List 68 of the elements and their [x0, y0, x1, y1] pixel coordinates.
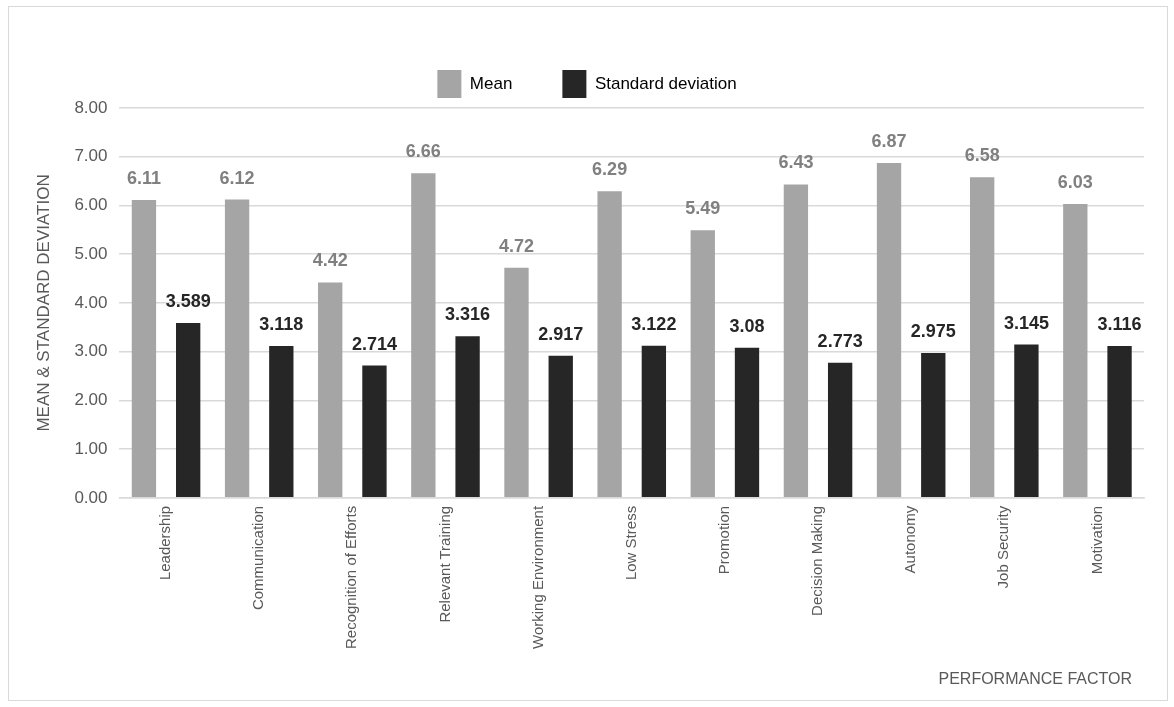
y-tick-label: 7.00 [74, 146, 108, 166]
x-tick-label: Decision Making [808, 505, 826, 616]
y-tick-label: 4.00 [74, 292, 108, 312]
bar [597, 191, 622, 498]
x-tick-label: Motivation [1087, 505, 1105, 575]
data-label: 2.714 [351, 333, 397, 354]
bar [224, 199, 250, 498]
data-label: 3.116 [1097, 313, 1142, 334]
y-tick-label: 5.00 [74, 243, 108, 263]
bar [411, 173, 436, 498]
y-tick-label: 0.00 [74, 487, 108, 507]
bar [455, 336, 480, 498]
data-label: 3.08 [729, 315, 765, 336]
x-axis-title: PERFORMANCE FACTOR [938, 670, 1132, 688]
x-tick-label: Leadership [156, 505, 174, 581]
y-tick-label: 3.00 [74, 341, 108, 361]
x-tick-label: Relevant Training [435, 505, 453, 623]
data-label: 3.118 [259, 313, 304, 334]
bar [734, 347, 760, 498]
x-tick-label: Communication [249, 505, 267, 611]
legend-label: Standard deviation [594, 73, 737, 93]
bar [131, 200, 157, 498]
bar [1063, 204, 1088, 498]
data-label: 3.589 [165, 290, 211, 311]
bar [504, 267, 529, 498]
x-tick-label: Promotion [715, 505, 733, 575]
bar [690, 230, 715, 498]
data-label: 6.87 [871, 131, 907, 152]
legend-label: Mean [469, 73, 513, 93]
bar [641, 345, 667, 498]
data-label: 6.11 [126, 168, 161, 189]
bar [362, 365, 387, 498]
x-tick-label: Low Stress [621, 505, 639, 581]
bar [783, 184, 809, 498]
bar [921, 352, 946, 498]
data-label: 6.03 [1057, 171, 1093, 192]
bar [176, 322, 201, 498]
bar [1014, 344, 1039, 498]
bar [269, 345, 294, 498]
y-tick-label: 8.00 [74, 97, 108, 117]
y-tick-label: 6.00 [74, 195, 108, 215]
bar [970, 177, 995, 498]
data-label: 6.66 [405, 141, 441, 162]
y-tick-label: 1.00 [74, 438, 108, 458]
data-label: 2.773 [817, 330, 863, 351]
data-label: 3.316 [445, 304, 491, 325]
x-tick-label: Working Environment [528, 505, 546, 649]
data-label: 5.49 [685, 198, 721, 219]
bar [548, 355, 573, 498]
y-axis-title: MEAN & STANDARD DEVIATION [33, 174, 53, 432]
bar [827, 362, 853, 498]
data-label: 4.72 [498, 235, 535, 256]
y-tick-label: 2.00 [74, 390, 108, 410]
data-label: 4.42 [312, 250, 348, 271]
data-label: 6.43 [778, 152, 814, 173]
x-tick-label: Job Security [994, 505, 1012, 589]
data-label: 6.29 [592, 159, 628, 180]
data-label: 6.12 [219, 167, 255, 188]
data-label: 6.58 [964, 145, 1000, 166]
x-tick-label: Recognition of Efforts [342, 505, 360, 649]
x-tick-label: Autonomy [901, 505, 919, 574]
data-label: 3.145 [1003, 312, 1049, 333]
bar [1107, 346, 1132, 498]
bar [876, 163, 902, 498]
data-label: 3.122 [631, 313, 677, 334]
data-label: 2.975 [910, 320, 956, 341]
bar [318, 282, 343, 498]
data-label: 2.917 [538, 323, 584, 344]
